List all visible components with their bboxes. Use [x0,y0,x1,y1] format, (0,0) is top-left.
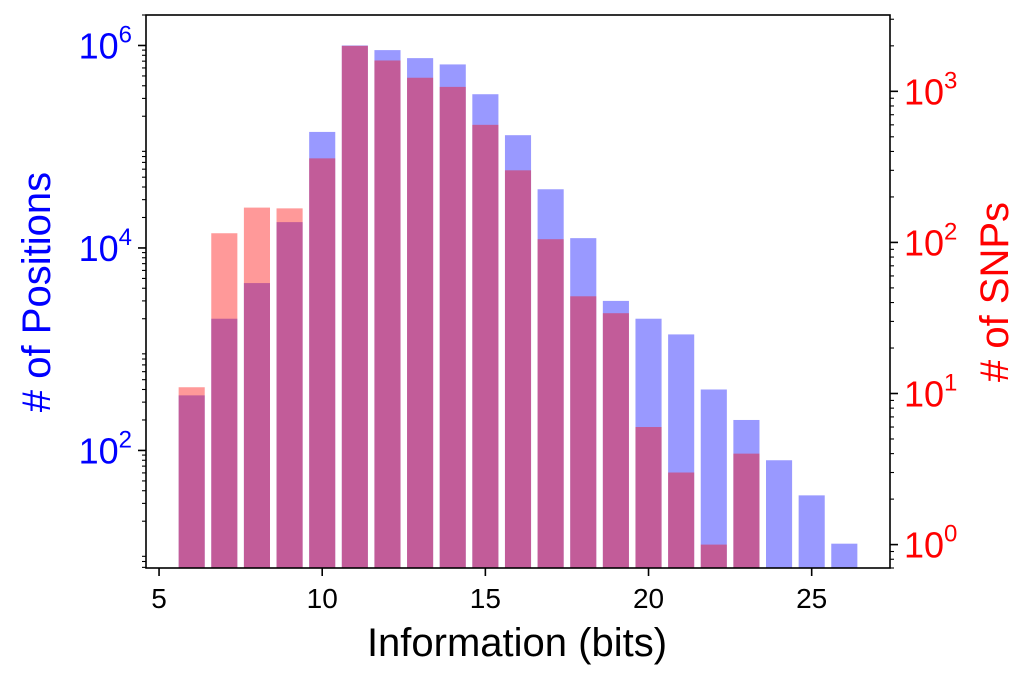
snps-bar-12 [374,60,401,568]
snps-bar-21 [668,472,695,568]
positions-bar-25 [798,495,825,568]
x-tick-label-20: 20 [633,583,664,614]
positions-bar-12 [374,50,401,569]
left-tick-label-2: 102 [79,426,132,471]
positions-bar-18 [570,238,597,568]
positions-bar-14 [439,64,466,569]
snps-bars [178,45,760,569]
positions-bar-22 [700,389,727,568]
axes: 5 10 15 20 25 102 104 106 100 101 102 103 [79,14,957,614]
left-tick-label-6: 106 [79,21,132,66]
positions-bar-21 [668,334,695,568]
x-tick-label-15: 15 [470,583,501,614]
snps-bar-9 [276,208,303,568]
positions-bar-24 [766,460,793,568]
snps-bar-15 [472,124,499,568]
snps-bar-11 [341,45,368,568]
right-tick-label-3: 103 [904,67,957,112]
positions-bar-6 [178,395,205,568]
snps-bar-18 [570,296,597,568]
positions-bar-26 [831,543,858,568]
positions-bars [178,45,858,569]
positions-bar-19 [602,300,629,568]
x-tick-label-5: 5 [151,583,167,614]
positions-bar-13 [407,58,434,568]
right-tick-label-0: 100 [904,521,957,566]
positions-bar-17 [537,189,564,568]
snps-bar-13 [407,77,434,569]
positions-bar-23 [733,419,760,568]
snps-bar-8 [243,207,270,568]
right-tick-label-2: 102 [904,218,957,263]
right-axis-label: # of SNPs [973,202,1017,382]
positions-bar-11 [341,45,368,569]
left-axis-label: # of Positions [15,172,59,412]
snps-bar-7 [211,233,238,569]
positions-bar-7 [211,318,238,568]
snps-bar-22 [700,544,727,568]
x-tick-label-10: 10 [307,583,338,614]
right-tick-label-1: 101 [904,370,957,415]
snps-bar-20 [635,427,662,568]
snps-bar-17 [537,239,564,568]
positions-bar-20 [635,318,662,568]
plot-frame [145,14,891,569]
positions-bar-15 [472,94,499,568]
snps-bar-10 [309,158,336,569]
snps-bar-16 [504,170,532,568]
left-tick-label-4: 104 [79,224,132,269]
snps-bar-6 [178,387,205,568]
snps-bar-19 [602,313,629,568]
positions-bar-10 [309,131,336,569]
positions-bar-16 [504,135,532,568]
x-axis-label: Information (bits) [367,621,667,665]
positions-bar-9 [276,222,303,568]
positions-bar-8 [243,283,270,568]
snps-bar-23 [733,453,760,568]
x-tick-label-25: 25 [796,583,827,614]
snps-bar-14 [439,86,466,568]
